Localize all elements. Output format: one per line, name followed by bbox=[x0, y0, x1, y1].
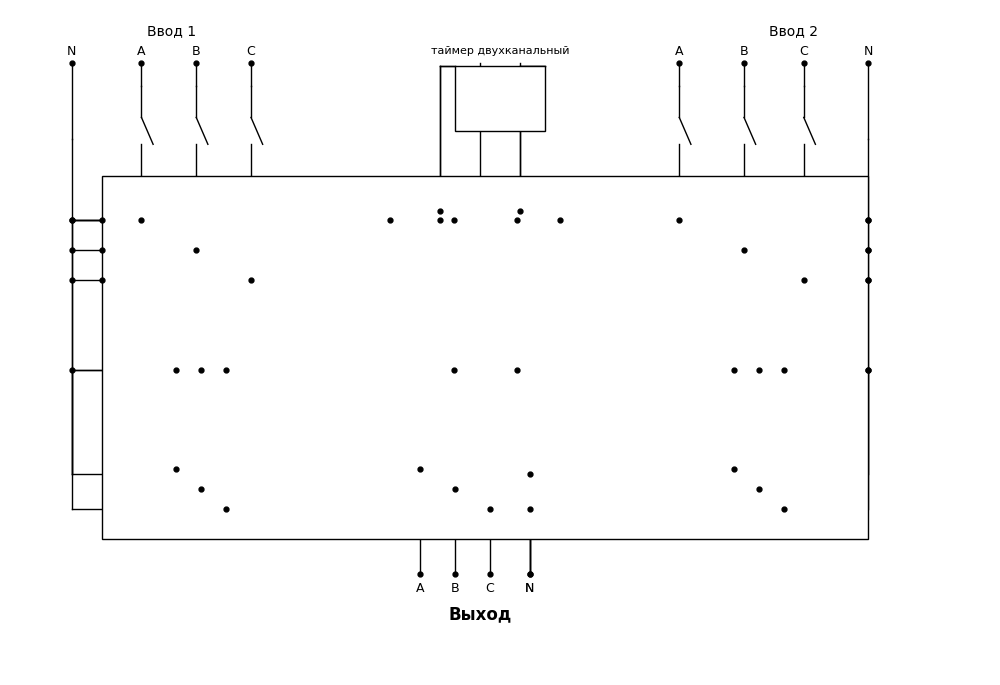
Bar bbox=[490, 338, 528, 358]
Text: C: C bbox=[486, 582, 494, 595]
Bar bbox=[228, 405, 266, 425]
Text: N: N bbox=[67, 45, 76, 58]
Bar bbox=[455, 66, 545, 131]
Bar bbox=[102, 175, 868, 539]
Text: Rel5: Rel5 bbox=[498, 343, 520, 353]
Text: A: A bbox=[416, 582, 425, 595]
Text: C: C bbox=[247, 45, 255, 58]
Text: Rel3: Rel3 bbox=[455, 343, 477, 353]
Text: таймер двухканальный: таймер двухканальный bbox=[431, 46, 569, 56]
Text: N: N bbox=[525, 582, 535, 595]
Text: Реле контроля фаз: Реле контроля фаз bbox=[301, 302, 400, 312]
Text: Выход: Выход bbox=[448, 605, 512, 623]
Text: Rel2: Rel2 bbox=[702, 410, 724, 420]
Bar bbox=[694, 405, 732, 425]
Text: Ввод 2: Ввод 2 bbox=[769, 24, 818, 38]
Text: C: C bbox=[799, 45, 808, 58]
Bar bbox=[311, 206, 390, 295]
Text: B: B bbox=[451, 582, 459, 595]
Text: N: N bbox=[525, 582, 535, 595]
Bar bbox=[560, 206, 639, 295]
Text: Ввод 1: Ввод 1 bbox=[147, 24, 196, 38]
Text: B: B bbox=[740, 45, 748, 58]
Text: Rel1: Rel1 bbox=[236, 410, 258, 420]
Bar bbox=[447, 338, 485, 358]
Text: B: B bbox=[343, 241, 358, 260]
Text: A: A bbox=[137, 45, 146, 58]
Text: N: N bbox=[864, 45, 873, 58]
Text: A: A bbox=[675, 45, 684, 58]
Text: Реле контроля фаз: Реле контроля фаз bbox=[550, 302, 649, 312]
Text: A: A bbox=[592, 241, 607, 260]
Text: B: B bbox=[192, 45, 201, 58]
